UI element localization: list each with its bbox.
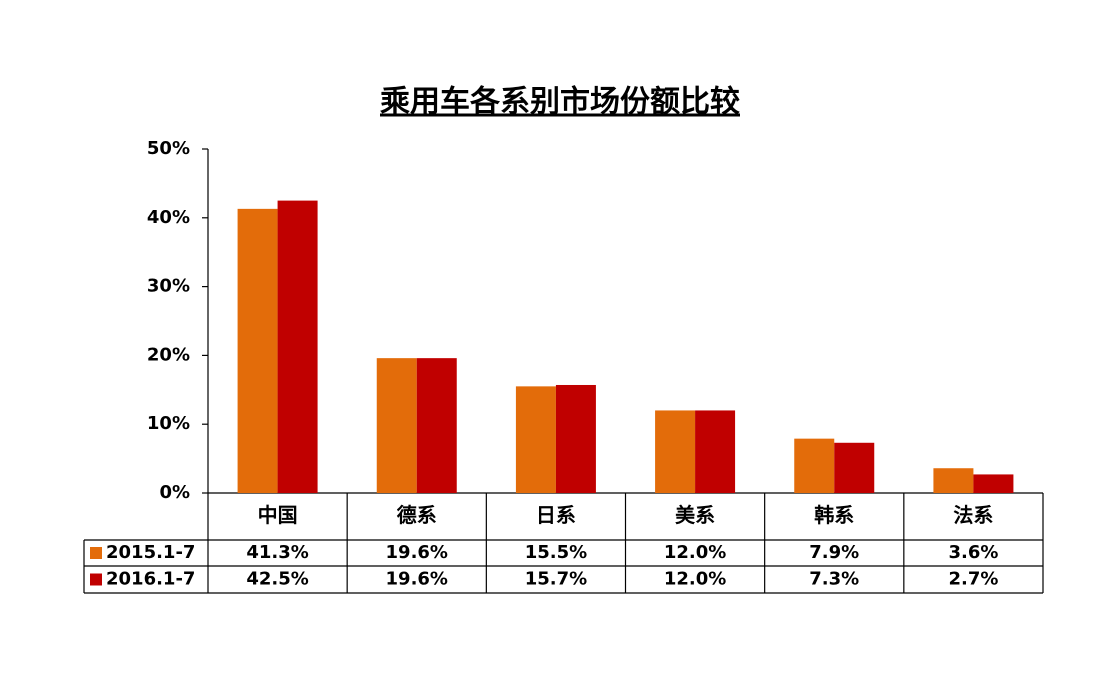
bar <box>834 442 875 493</box>
bar <box>555 384 596 493</box>
bar <box>655 410 696 493</box>
bar <box>973 474 1014 493</box>
y-tick-label: 20% <box>147 344 190 365</box>
bar <box>933 468 974 493</box>
bar <box>376 358 417 493</box>
table-value: 2.7% <box>948 569 998 590</box>
x-tick-label: 德系 <box>397 503 437 527</box>
y-tick-label: 40% <box>147 207 190 228</box>
bar <box>277 200 318 493</box>
table-value: 15.5% <box>525 542 587 563</box>
chart-title: 乘用车各系别市场份额比较 <box>380 85 740 120</box>
legend-key <box>90 573 102 586</box>
legend-label: 2015.1-7 <box>106 542 195 563</box>
table-value: 12.0% <box>664 569 726 590</box>
table-value: 41.3% <box>246 542 308 563</box>
table-value: 12.0% <box>664 542 726 563</box>
table-value: 7.3% <box>809 569 859 590</box>
x-tick-label: 中国 <box>258 503 298 527</box>
x-tick-label: 法系 <box>953 503 993 527</box>
bar <box>416 358 457 493</box>
table-value: 3.6% <box>948 542 998 563</box>
y-tick-label: 30% <box>147 276 190 297</box>
bar <box>695 410 736 493</box>
y-tick-label: 50% <box>147 138 190 159</box>
table-value: 15.7% <box>525 569 587 590</box>
x-tick-label: 美系 <box>675 503 715 527</box>
table-value: 42.5% <box>246 569 308 590</box>
bar <box>237 208 278 493</box>
y-tick-label: 10% <box>147 413 190 434</box>
y-tick-label: 0% <box>159 482 190 503</box>
table-value: 7.9% <box>809 542 859 563</box>
x-tick-label: 韩系 <box>814 503 854 527</box>
table-value: 19.6% <box>386 542 448 563</box>
table-value: 19.6% <box>386 569 448 590</box>
bar <box>794 438 835 493</box>
legend-key <box>90 547 102 559</box>
bar <box>515 386 556 493</box>
x-tick-label: 日系 <box>536 503 576 527</box>
legend-label: 2016.1-7 <box>106 569 195 590</box>
